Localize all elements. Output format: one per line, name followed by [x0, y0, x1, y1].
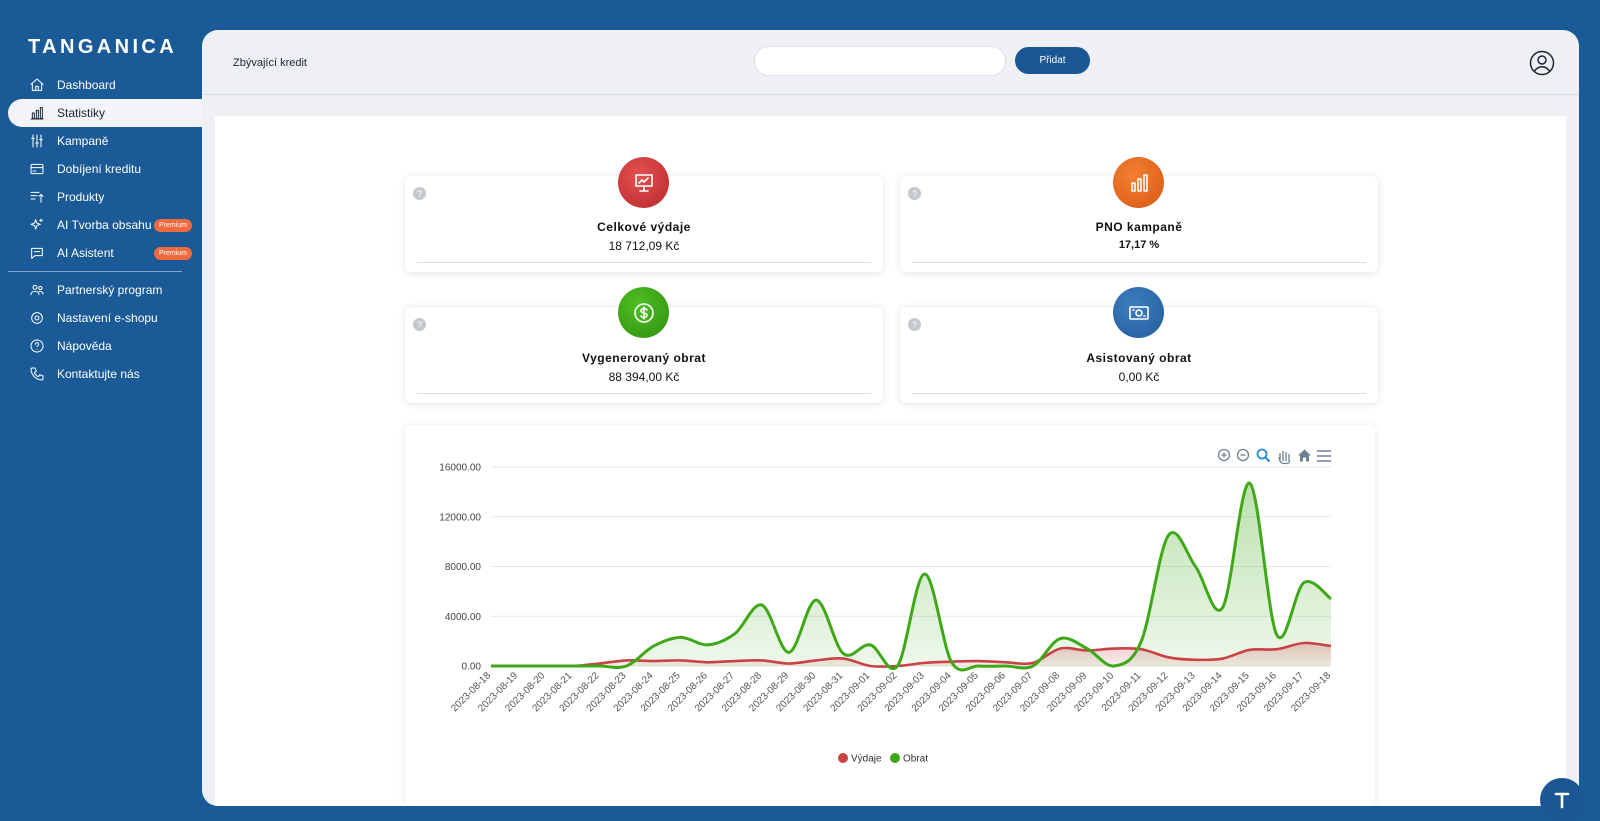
line-výdaje — [491, 641, 1332, 668]
help-icon — [28, 337, 46, 355]
sidebar-item-kampane[interactable]: Kampaně — [8, 127, 204, 155]
home-icon — [28, 76, 46, 94]
sidebar-item-ai-asistent[interactable]: AI Asistent Premium — [8, 239, 204, 267]
chart-legend: Výdaje Obrat — [838, 753, 928, 765]
selection-zoom-icon[interactable] — [1256, 448, 1271, 463]
user-profile-icon[interactable] — [1529, 50, 1555, 76]
legend-item-výdaje[interactable]: Výdaje — [838, 753, 882, 765]
pan-hand-icon[interactable] — [1278, 451, 1291, 465]
statistics-content: ? Celkové výdaje 18 712,09 Kč ? PNO kamp… — [215, 116, 1566, 806]
presentation-chart-icon — [618, 157, 669, 208]
area-obrat — [491, 483, 1331, 671]
stat-divider — [912, 262, 1366, 263]
tanganica-t-icon — [1554, 792, 1570, 809]
sidebar-item-label: AI Tvorba obsahu — [57, 218, 152, 232]
x-axis-ticks: 2023-08-182023-08-192023-08-202023-08-21… — [449, 670, 1333, 714]
sidebar-item-napoveda[interactable]: Nápověda — [8, 332, 204, 360]
legend-item-obrat[interactable]: Obrat — [890, 753, 928, 765]
credit-card-icon — [28, 160, 46, 178]
sliders-icon — [28, 132, 46, 150]
sidebar-item-label: Dashboard — [57, 78, 116, 92]
stat-divider — [417, 262, 871, 263]
sidebar-item-label: Partnerský program — [57, 283, 163, 297]
stat-value: 17,17 % — [1118, 239, 1160, 251]
reset-home-icon[interactable] — [1298, 449, 1311, 462]
chart-menu-icon[interactable] — [1317, 450, 1331, 462]
stat-title: Vygenerovaný obrat — [582, 351, 706, 365]
sidebar-item-dashboard[interactable]: Dashboard — [8, 71, 204, 99]
floating-action-button[interactable] — [1540, 778, 1584, 821]
topbar: Zbývající kredit Přidat — [202, 30, 1579, 95]
phone-icon — [28, 365, 46, 383]
sidebar: TANGANICA Dashboard Statistiky Kampaně D… — [0, 0, 204, 821]
settings-icon — [28, 309, 46, 327]
sidebar-item-produkty[interactable]: Produkty — [8, 183, 204, 211]
y-tick-label: 0.00 — [462, 662, 482, 673]
sidebar-item-label: Kampaně — [57, 134, 109, 148]
bar-chart-icon — [28, 104, 46, 122]
sidebar-item-label: Dobíjení kreditu — [57, 162, 142, 176]
stat-value: 88 394,00 Kč — [608, 370, 680, 384]
sidebar-item-dobijeni-kreditu[interactable]: Dobíjení kreditu — [8, 155, 204, 183]
help-icon[interactable]: ? — [413, 318, 426, 331]
legend-marker — [890, 753, 900, 763]
chart-card: 16000.00 12000.00 8000.00 4000.00 0.00 2023-… — [405, 425, 1375, 806]
legend-marker — [838, 753, 848, 763]
chart-areas — [491, 483, 1331, 671]
legend-label: Obrat — [903, 754, 928, 765]
help-icon[interactable]: ? — [908, 187, 921, 200]
sidebar-item-label: Produkty — [57, 190, 105, 204]
sidebar-item-nastaveni-e-shopu[interactable]: Nastavení e-shopu — [8, 304, 204, 332]
stat-title: PNO kampaně — [1095, 220, 1183, 234]
sidebar-item-label: AI Asistent — [57, 246, 114, 260]
help-icon[interactable]: ? — [908, 318, 921, 331]
sidebar-item-kontaktujte-nas[interactable]: Kontaktujte nás — [8, 360, 204, 388]
stat-title: Celkové výdaje — [597, 220, 691, 234]
sidebar-item-label: Nápověda — [57, 339, 112, 353]
sidebar-item-label: Kontaktujte nás — [57, 367, 140, 381]
bar-chart-icon — [1113, 157, 1164, 208]
chat-icon — [28, 244, 46, 262]
add-credit-button[interactable]: Přidat — [1015, 47, 1090, 74]
remaining-credit-label: Zbývající kredit — [233, 57, 307, 69]
stat-value: 0,00 Kč — [1118, 370, 1160, 384]
stat-value: 18 712,09 Kč — [608, 239, 680, 253]
sparkles-icon — [28, 216, 46, 234]
y-tick-label: 4000.00 — [445, 612, 482, 623]
money-icon — [1113, 287, 1164, 338]
sidebar-item-partnersky-program[interactable]: Partnerský program — [8, 276, 204, 304]
sidebar-divider — [8, 271, 182, 272]
chart-lines — [491, 481, 1332, 672]
y-axis-ticks: 16000.00 12000.00 8000.00 4000.00 0.00 — [439, 463, 481, 673]
revenue-spend-chart: 16000.00 12000.00 8000.00 4000.00 0.00 2023-… — [439, 448, 1333, 765]
y-tick-label: 12000.00 — [439, 512, 481, 523]
stat-title: Asistovaný obrat — [1086, 351, 1192, 365]
stat-divider — [912, 393, 1366, 394]
y-tick-label: 8000.00 — [445, 562, 482, 573]
dollar-icon — [618, 287, 669, 338]
logo[interactable]: TANGANICA — [28, 36, 178, 58]
stat-divider — [417, 393, 871, 394]
zoom-in-icon[interactable] — [1217, 448, 1231, 462]
users-icon — [28, 281, 46, 299]
credit-input[interactable] — [754, 46, 1006, 76]
y-tick-label: 16000.00 — [439, 463, 481, 474]
sidebar-item-statistiky[interactable]: Statistiky — [8, 99, 204, 127]
sidebar-item-label: Nastavení e-shopu — [57, 311, 158, 325]
premium-badge: Premium — [153, 218, 192, 232]
help-icon[interactable]: ? — [413, 187, 426, 200]
sidebar-item-ai-tvorba-obsahu[interactable]: AI Tvorba obsahu Premium — [8, 211, 204, 239]
main-panel: Zbývající kredit Přidat ? Celkové výdaje… — [202, 30, 1579, 806]
legend-label: Výdaje — [851, 754, 882, 765]
stat-card-generated-revenue: ? Vygenerovaný obrat 88 394,00 Kč — [405, 307, 883, 403]
line-obrat — [491, 481, 1332, 672]
sidebar-item-label: Statistiky — [57, 106, 106, 120]
zoom-out-icon[interactable] — [1236, 448, 1250, 462]
product-list-icon — [28, 188, 46, 206]
premium-badge: Premium — [153, 246, 192, 260]
